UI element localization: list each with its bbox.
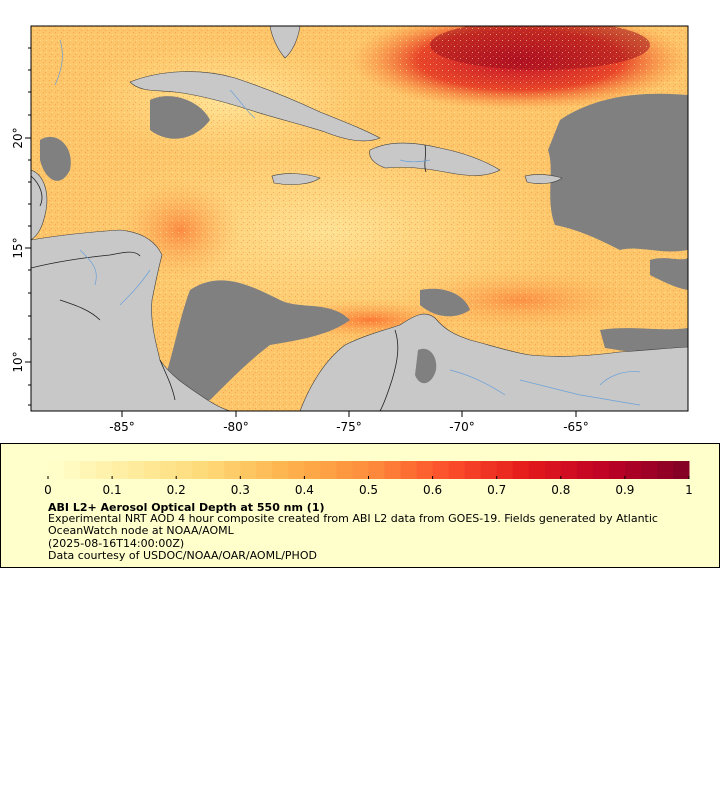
no-data-region (650, 258, 688, 290)
land-florida (269, 26, 301, 59)
colorbar-cell (624, 461, 642, 479)
x-tick-label: -65° (563, 420, 589, 434)
y-tick-label: 10° (11, 351, 25, 372)
colorbar-cell (48, 461, 65, 479)
legend-credit: Data courtesy of USDOC/NOAA/OAR/AOML/PHO… (48, 549, 317, 563)
colorbar-cell (480, 461, 498, 479)
legend-description: Experimental NRT AOD 4 hour composite cr… (48, 512, 688, 563)
colorbar-cell (320, 461, 337, 479)
land-jamaica (271, 173, 321, 185)
colorbar-tick-label: 0.5 (358, 483, 379, 497)
colorbar-cell (496, 461, 514, 479)
legend-timestamp: (2025-08-16T14:00:00Z) (48, 536, 185, 550)
colorbar-cell (528, 461, 546, 479)
x-tick-label: -70° (449, 420, 475, 434)
colorbar-cell (336, 461, 353, 479)
colorbar-cell (112, 461, 129, 479)
colorbar-cell (416, 461, 434, 479)
colorbar-cell (448, 461, 466, 479)
colorbar-cell (304, 461, 321, 479)
x-tick-label: -75° (336, 420, 362, 434)
land-cuba (129, 71, 381, 142)
colorbar-tick-label: 0.4 (294, 483, 314, 497)
x-tick-label: -85° (109, 420, 135, 434)
colorbar-cell (272, 461, 289, 479)
colorbar-cell (128, 461, 145, 479)
no-data-region (40, 136, 71, 181)
colorbar-cell (640, 461, 658, 479)
colorbar-cell (400, 461, 418, 479)
colorbar-cell (560, 461, 578, 479)
x-tick-label: -80° (223, 420, 249, 434)
colorbar-cell (192, 461, 209, 479)
no-data-region (150, 96, 210, 139)
land-puerto-rico (524, 174, 563, 184)
aod-map: -85° -80° -75° -70° -65° 20° 15° 10° (11, 25, 689, 434)
colorbar-tick-label: 0.2 (166, 483, 186, 497)
colorbar-cell (80, 461, 97, 479)
colorbar-cell (544, 461, 562, 479)
colorbar-cell (176, 461, 193, 479)
country-borders (31, 144, 427, 411)
colorbar-cell (368, 461, 386, 479)
colorbar-cell (576, 461, 594, 479)
colorbar-cell (672, 461, 690, 479)
colorbar-tick-label: 0.3 (230, 483, 250, 497)
lake-maracaibo (415, 348, 437, 384)
colorbar-tick-label: 0.1 (102, 483, 122, 497)
colorbar (47, 461, 690, 479)
colorbar-cell (240, 461, 257, 479)
no-data-region (548, 93, 688, 252)
no-data-region (420, 288, 470, 317)
y-tick-label: 20° (11, 127, 25, 148)
colorbar-cell (64, 461, 81, 479)
colorbar-cell (208, 461, 225, 479)
rivers (54, 39, 641, 406)
legend-title: ABI L2+ Aerosol Optical Depth at 550 nm … (48, 501, 325, 514)
colorbar-cell (352, 461, 369, 479)
colorbar-cell (608, 461, 626, 479)
colorbar-cell (224, 461, 241, 479)
colorbar-tick-label: 0.6 (423, 483, 443, 497)
colorbar-cell (288, 461, 305, 479)
legend-panel: 0 0.1 0.2 0.3 0.4 0.5 0.6 0.7 0.8 0.9 1 ABI L2+ Ae… (0, 443, 720, 568)
x-axis (121, 411, 577, 417)
colorbar-tick-label: 1 (685, 483, 693, 497)
y-axis (25, 47, 31, 406)
land-yucatan (31, 169, 48, 241)
colorbar-cell (96, 461, 113, 479)
colorbar-cell (512, 461, 530, 479)
y-tick-label: 15° (11, 237, 25, 258)
colorbar-cell (256, 461, 273, 479)
colorbar-cell (144, 461, 161, 479)
colorbar-tick-label: 0.8 (551, 483, 571, 497)
colorbar-tick-label: 0.9 (615, 483, 635, 497)
colorbar-cell (464, 461, 482, 479)
land-central-america (31, 229, 231, 411)
colorbar-tick-label: 0 (44, 483, 52, 497)
colorbar-cell (160, 461, 177, 479)
colorbar-cell (656, 461, 674, 479)
colorbar-cell (432, 461, 450, 479)
legend-description-line: Experimental NRT AOD 4 hour composite cr… (48, 512, 658, 538)
colorbar-cell (592, 461, 610, 479)
colorbar-tick-label: 0.7 (487, 483, 507, 497)
no-data-region (150, 280, 350, 411)
map-frame (30, 25, 689, 412)
colorbar-cell (384, 461, 402, 479)
land-hispaniola (369, 142, 501, 176)
